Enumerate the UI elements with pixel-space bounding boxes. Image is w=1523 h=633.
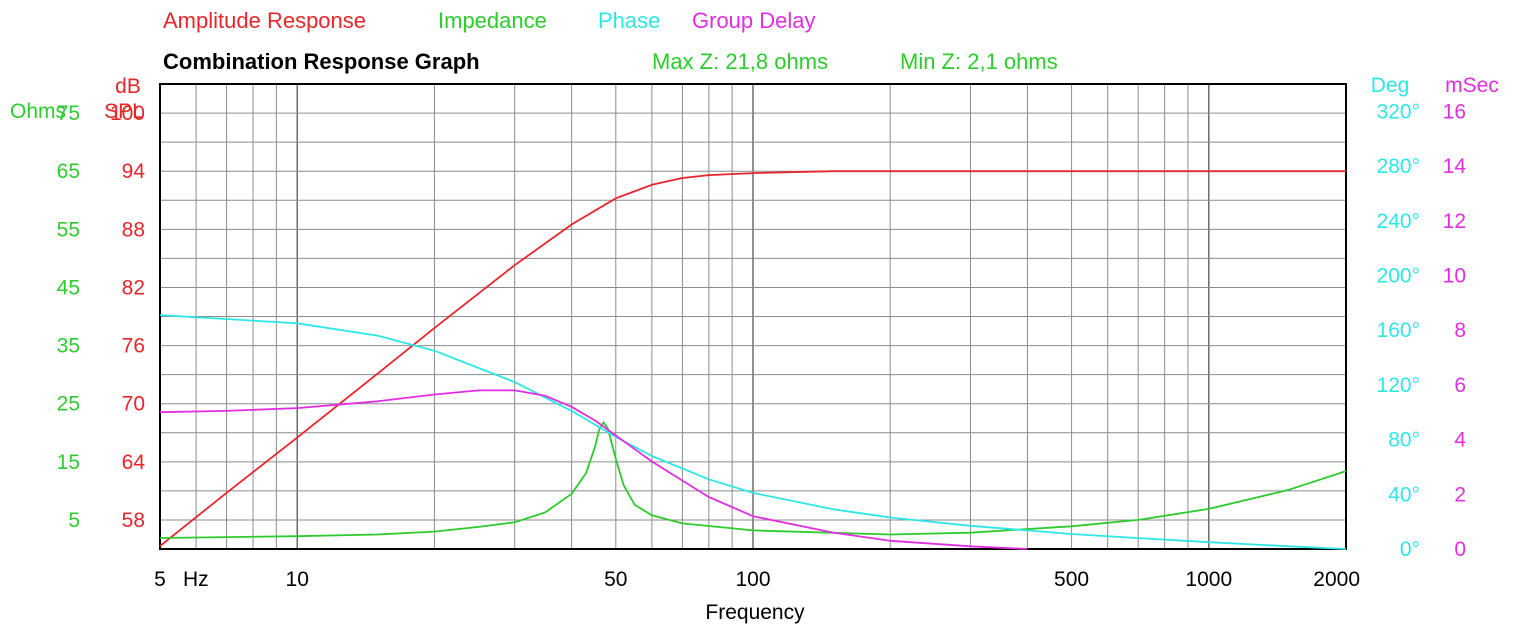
deg-tick-label: 40° (1388, 483, 1420, 506)
chart-title: Combination Response Graph (163, 49, 480, 74)
msec-axis-header: mSec (1445, 74, 1499, 97)
spl-tick-label: 100 (110, 102, 145, 125)
x-axis-ticks: 5 10 50 100 500 1000 2000 (154, 568, 1360, 591)
x-axis-label: Frequency (705, 601, 805, 624)
x-tick-label: 100 (735, 568, 770, 591)
impedance-curve (159, 421, 1347, 539)
deg-tick-label: 280° (1377, 155, 1420, 178)
x-tick-label: 5 (154, 568, 166, 591)
amplitude-response-curve (159, 170, 1346, 547)
legend-impedance: Impedance (438, 8, 547, 33)
spl-axis-header-bottom: SPL (104, 100, 144, 123)
spl-tick-label: 70 (122, 393, 145, 416)
ohms-axis-header: Ohms (10, 100, 66, 123)
deg-tick-label: 160° (1377, 319, 1420, 342)
legend-phase: Phase (598, 8, 660, 33)
spl-tick-label: 88 (122, 218, 145, 241)
deg-axis-ticks: 0° 40° 80° 120° 160° 200° 240° 280° 320° (1377, 100, 1420, 561)
ohms-tick-label: 35 (57, 335, 80, 358)
deg-tick-label: 200° (1377, 264, 1420, 287)
deg-tick-label: 80° (1388, 429, 1420, 452)
msec-tick-label: 2 (1454, 483, 1466, 506)
x-tick-label: 50 (604, 568, 627, 591)
group-delay-curve (159, 389, 1028, 550)
spl-tick-label: 76 (122, 335, 145, 358)
plot-grid (159, 84, 1347, 549)
msec-tick-label: 14 (1443, 155, 1467, 178)
deg-tick-label: 120° (1377, 374, 1420, 397)
msec-axis-ticks: 0 2 4 6 8 10 12 14 16 (1443, 100, 1467, 561)
x-tick-label: 1000 (1185, 568, 1232, 591)
msec-tick-label: 16 (1443, 100, 1466, 123)
spl-tick-label: 58 (122, 509, 145, 532)
ohms-tick-label: 65 (57, 160, 80, 183)
plot-curves (159, 170, 1347, 550)
spl-axis-ticks: 58 64 70 76 82 88 94 100 (110, 102, 145, 532)
spl-axis-header-top: dB (115, 75, 141, 98)
deg-axis-header: Deg (1371, 74, 1410, 97)
spl-tick-label: 64 (122, 451, 146, 474)
msec-tick-label: 4 (1454, 429, 1466, 452)
legend-amplitude-response: Amplitude Response (163, 8, 366, 33)
deg-tick-label: 240° (1377, 210, 1420, 233)
plot-frame (159, 83, 1347, 550)
deg-tick-label: 0° (1400, 538, 1420, 561)
x-tick-label: 10 (286, 568, 309, 591)
msec-tick-label: 8 (1454, 319, 1466, 342)
max-z-annotation: Max Z: 21,8 ohms (652, 49, 828, 74)
ohms-tick-label: 75 (57, 102, 80, 125)
ohms-tick-label: 25 (57, 393, 80, 416)
ohms-tick-label: 15 (57, 451, 80, 474)
ohms-axis-ticks: 5 15 25 35 45 55 65 75 (57, 102, 80, 532)
msec-tick-label: 6 (1454, 374, 1466, 397)
ohms-tick-label: 55 (57, 218, 80, 241)
msec-tick-label: 0 (1454, 538, 1466, 561)
x-axis-unit-label: Hz (183, 568, 209, 591)
spl-tick-label: 94 (122, 160, 146, 183)
msec-tick-label: 12 (1443, 210, 1466, 233)
legend-group-delay: Group Delay (692, 8, 816, 33)
spl-tick-label: 82 (122, 276, 145, 299)
ohms-tick-label: 45 (57, 276, 80, 299)
deg-tick-label: 320° (1377, 100, 1420, 123)
x-tick-label: 2000 (1313, 568, 1360, 591)
ohms-tick-label: 5 (68, 509, 80, 532)
x-tick-label: 500 (1054, 568, 1089, 591)
msec-tick-label: 10 (1443, 264, 1466, 287)
min-z-annotation: Min Z: 2,1 ohms (900, 49, 1058, 74)
phase-curve (159, 314, 1347, 550)
